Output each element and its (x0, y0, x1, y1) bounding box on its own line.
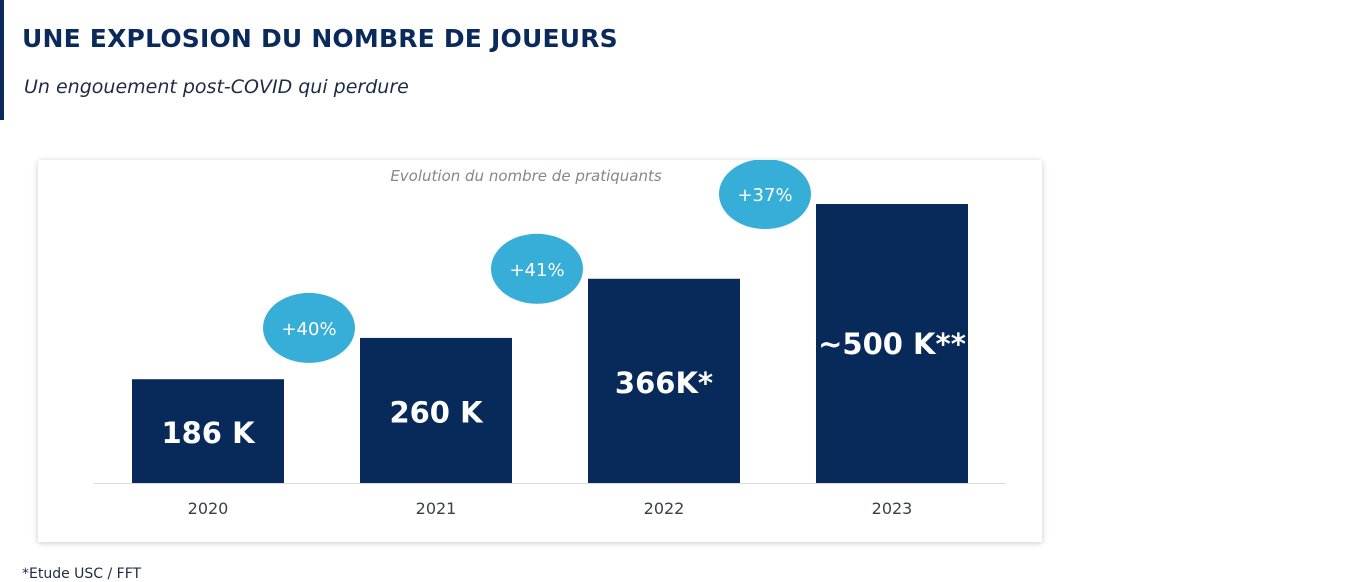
tick-label-2020: 2020 (188, 499, 229, 518)
page-subtitle: Un engouement post-COVID qui perdure (24, 76, 409, 98)
growth-label-1: +40% (281, 319, 336, 340)
page-title: UNE EXPLOSION DU NOMBRE DE JOUEURS (22, 24, 618, 53)
growth-label-3: +37% (737, 185, 792, 206)
growth-bubble-2 (491, 233, 583, 304)
growth-label-2: +41% (509, 260, 564, 281)
title-accent-bar (0, 0, 4, 120)
bar-2022 (588, 278, 740, 483)
bar-chart: Evolution du nombre de pratiquants 186 K 2… (94, 160, 1006, 518)
chart-title: Evolution du nombre de pratiquants (390, 167, 662, 185)
bar-2021 (360, 337, 512, 483)
tick-label-2023: 2023 (872, 499, 913, 518)
bar-2020 (132, 379, 284, 483)
growth-bubble-3 (719, 160, 811, 229)
chart-card: Evolution du nombre de pratiquants 186 K 2… (38, 160, 1042, 542)
tick-label-2022: 2022 (644, 499, 685, 518)
data-label-2023: ~500 K** (818, 327, 966, 361)
tick-label-2021: 2021 (416, 499, 457, 518)
growth-bubble-1 (263, 292, 355, 363)
bar-2023 (816, 204, 968, 483)
data-label-2020: 186 K (161, 416, 256, 450)
data-label-2021: 260 K (389, 395, 484, 429)
footnote: *Etude USC / FFT (22, 566, 142, 582)
data-label-2022: 366K* (615, 366, 713, 400)
